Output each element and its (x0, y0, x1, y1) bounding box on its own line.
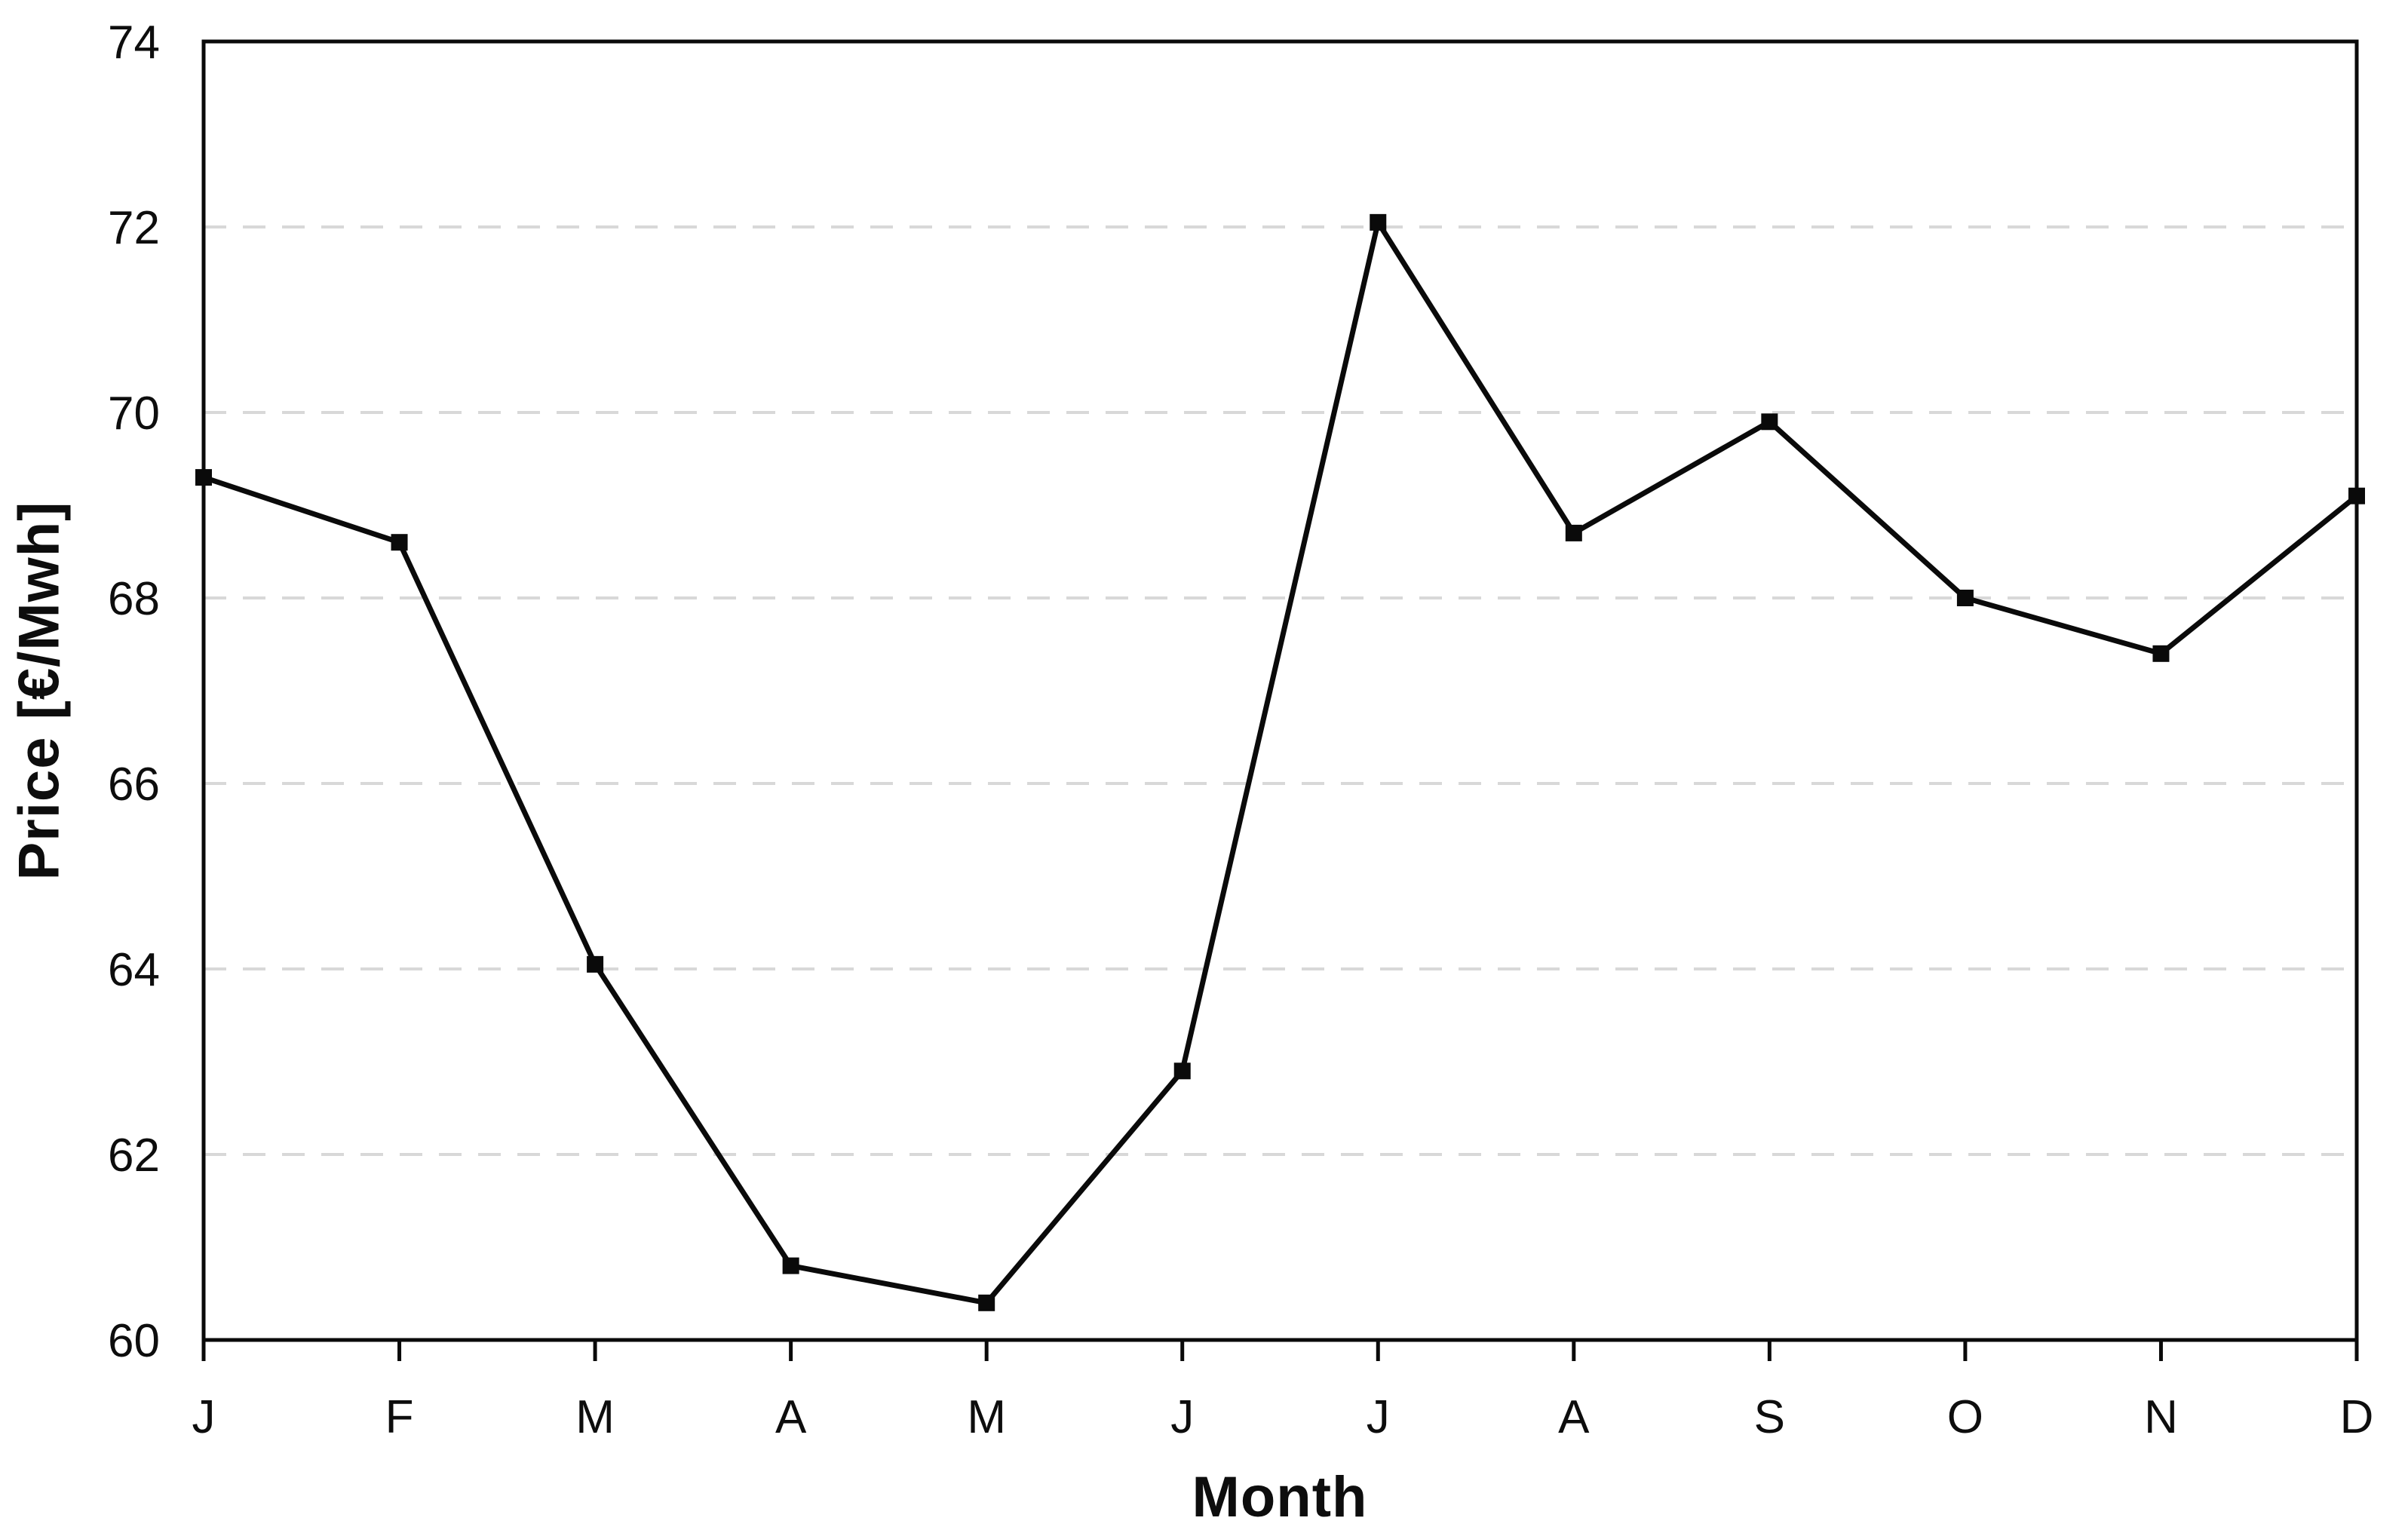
data-point-marker (1761, 413, 1778, 431)
x-tick-label: D (2340, 1391, 2374, 1443)
x-tick-label: O (1947, 1391, 1983, 1443)
data-point-marker (1370, 213, 1387, 231)
data-point-marker (195, 469, 212, 486)
x-tick-label: A (1558, 1391, 1590, 1443)
plot-frame (201, 39, 2359, 1342)
y-tick-label: 70 (108, 388, 160, 440)
x-tick-label: F (385, 1391, 414, 1443)
y-tick-label: 72 (108, 202, 160, 254)
x-tick-label: N (2144, 1391, 2178, 1443)
data-point-marker (978, 1294, 995, 1311)
data-point-marker (1565, 524, 1582, 541)
x-tick-label: S (1754, 1391, 1785, 1443)
y-tick-label: 64 (108, 944, 160, 996)
x-tick-label: J (192, 1391, 216, 1443)
data-point-marker (587, 955, 604, 973)
x-tick-label: M (967, 1391, 1006, 1443)
data-point-marker (2152, 645, 2170, 662)
data-point-marker (1956, 590, 1974, 606)
x-tick-label: J (1367, 1391, 1390, 1443)
x-axis-title: Month (1192, 1465, 1368, 1529)
y-tick-label: 66 (108, 759, 160, 811)
x-tick-label: J (1170, 1391, 1194, 1443)
x-tick-label: M (575, 1391, 615, 1443)
data-point-marker (391, 534, 408, 551)
data-point-marker (2348, 487, 2365, 504)
y-tick-label: 62 (108, 1130, 160, 1182)
y-tick-label: 60 (108, 1315, 160, 1367)
y-axis-title: Price [€/Mwh] (7, 501, 72, 881)
data-point-marker (1173, 1062, 1191, 1080)
data-point-marker (782, 1257, 799, 1274)
price-series-line (202, 215, 2359, 1306)
y-tick-label: 68 (108, 573, 160, 625)
y-tick-label: 74 (108, 17, 160, 69)
x-tick-label: A (775, 1391, 807, 1443)
